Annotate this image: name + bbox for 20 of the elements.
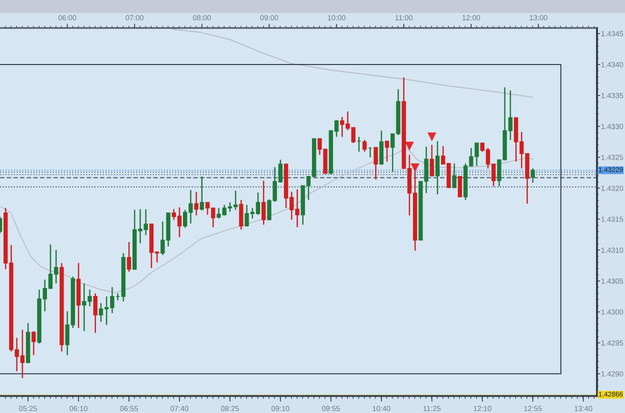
candlestick (200, 176, 204, 212)
candlestick (194, 191, 198, 216)
candlestick (435, 140, 440, 195)
point (405, 142, 414, 151)
candlestick (126, 241, 132, 272)
candlestick (374, 146, 378, 180)
candlestick (262, 180, 266, 226)
candlestick (362, 139, 367, 152)
candlestick (239, 199, 244, 230)
candlestick (379, 130, 384, 166)
line-series (172, 28, 534, 98)
candlestick (32, 330, 36, 356)
candlestick (452, 162, 456, 189)
candlestick (458, 176, 462, 198)
candlestick (384, 140, 390, 162)
point (427, 132, 436, 142)
candlestick (530, 168, 535, 184)
candlestick (430, 144, 434, 178)
candlestick (93, 292, 98, 334)
point (410, 163, 420, 172)
